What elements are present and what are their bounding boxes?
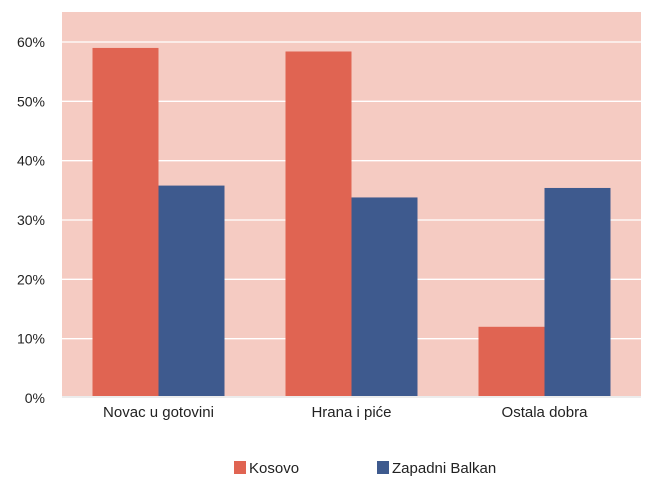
y-tick-label: 30% (17, 212, 45, 228)
bar-zapadni-balkan-2 (351, 197, 418, 396)
legend-label: Zapadni Balkan (392, 460, 496, 477)
y-tick-label: 0% (25, 390, 45, 406)
bar-zapadni-balkan-3 (544, 187, 611, 396)
y-tick-label: 60% (17, 34, 45, 50)
bar-zapadni-balkan-1 (158, 185, 225, 396)
y-tick-label: 40% (17, 153, 45, 169)
legend-label: Kosovo (249, 460, 299, 477)
x-tick-label: Hrana i piće (311, 404, 391, 421)
legend-swatch (234, 461, 246, 474)
x-tick-label: Novac u gotovini (103, 404, 214, 421)
y-tick-label: 20% (17, 271, 45, 287)
x-tick-label: Ostala dobra (502, 404, 589, 421)
bar-kosovo-3 (478, 326, 545, 396)
y-axis-ticks: 0% 10% 20% 30% 40% 50% 60% (17, 34, 45, 406)
legend-swatch (377, 461, 389, 474)
bars (92, 47, 611, 396)
y-tick-label: 10% (17, 331, 45, 347)
y-tick-label: 50% (17, 93, 45, 109)
x-axis-labels: Novac u gotovini Hrana i piće Ostala dobra (103, 404, 588, 421)
bar-kosovo-2 (285, 51, 352, 396)
bar-kosovo-1 (92, 47, 159, 396)
legend: Kosovo Zapadni Balkan (234, 460, 496, 477)
